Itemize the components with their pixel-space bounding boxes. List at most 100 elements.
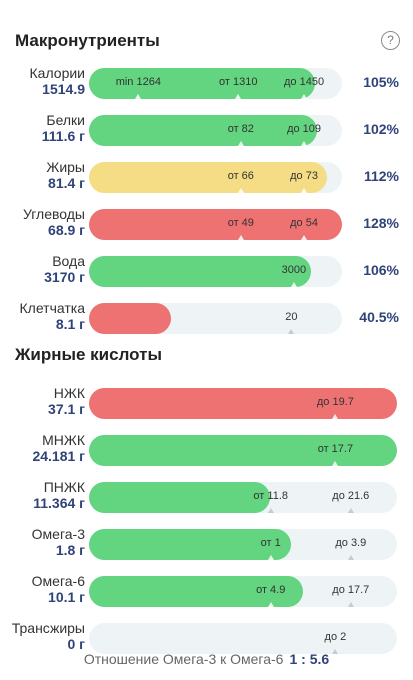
nutrient-row[interactable]: Калории 1514.9 min 1264 от 1310 до 1450 105% <box>0 63 413 103</box>
nutrient-percent: 128% <box>363 215 399 231</box>
nutrient-amount: 0 г <box>67 636 85 652</box>
range-marker-label: от 66 <box>227 170 254 182</box>
nutrient-amount: 111.6 г <box>41 128 85 144</box>
nutrient-row[interactable]: Вода 3170 г 3000 106% <box>0 251 413 291</box>
nutrient-label: Калории 1514.9 <box>30 65 85 98</box>
progress-fill <box>89 68 316 99</box>
nutrient-amount: 37.1 г <box>48 401 85 417</box>
nutrient-name: Углеводы <box>22 206 85 222</box>
nutrient-name: Омега-6 <box>31 573 85 589</box>
marker-tick-icon <box>332 461 339 466</box>
nutrient-name: НЖК <box>53 385 85 401</box>
progress-bar: min 1264 от 1310 до 1450 <box>89 68 342 99</box>
progress-fill <box>89 115 317 146</box>
nutrient-label: Омега-3 1.8 г <box>32 526 85 559</box>
nutrient-percent: 102% <box>363 121 399 137</box>
omega-ratio-footer: Отношение Омега-3 к Омега-6 1 : 5.6 <box>0 651 413 667</box>
nutrient-row[interactable]: Омега-6 10.1 г от 4.9 до 17.7 <box>0 571 413 611</box>
nutrient-name: Вода <box>52 253 85 269</box>
range-marker-label: min 1264 <box>115 76 161 88</box>
progress-bar: от 11.8 до 21.6 <box>89 482 397 513</box>
progress-fill <box>89 529 292 560</box>
progress-bar: от 66 до 73 <box>89 162 342 193</box>
progress-fill <box>89 576 304 607</box>
nutrient-label: Клетчатка 8.1 г <box>20 300 85 333</box>
marker-tick-icon <box>288 329 295 334</box>
fatty-acids-section-title: Жирные кислоты <box>15 345 162 364</box>
marker-tick-icon <box>267 602 274 607</box>
range-marker-label: 20 <box>285 311 298 323</box>
nutrient-amount: 68.9 г <box>48 222 85 238</box>
nutrient-amount: 81.4 г <box>48 175 85 191</box>
range-marker-label: до 54 <box>290 217 318 229</box>
progress-fill <box>89 256 311 287</box>
omega-ratio-value: 1 : 5.6 <box>289 651 330 667</box>
marker-tick-icon <box>267 508 274 513</box>
nutrient-row[interactable]: ПНЖК 11.364 г от 11.8 до 21.6 <box>0 477 413 517</box>
nutrient-amount: 10.1 г <box>48 589 85 605</box>
nutrient-label: Белки 111.6 г <box>42 112 85 145</box>
help-icon[interactable]: ? <box>381 31 400 50</box>
progress-fill <box>89 209 342 240</box>
nutrient-row[interactable]: НЖК 37.1 г до 19.7 <box>0 383 413 423</box>
omega-ratio-label: Отношение Омега-3 к Омега-6 <box>83 651 284 667</box>
nutrient-row[interactable]: Трансжиры 0 г до 2 <box>0 618 413 658</box>
progress-bar: от 82 до 109 <box>89 115 342 146</box>
range-marker-label: до 1450 <box>284 76 325 88</box>
nutrient-name: МНЖК <box>42 432 85 448</box>
progress-fill <box>89 482 270 513</box>
nutrient-name: Трансжиры <box>11 620 85 636</box>
marker-tick-icon <box>267 555 274 560</box>
nutrient-percent: 106% <box>363 262 399 278</box>
marker-tick-icon <box>301 188 308 193</box>
nutrient-label: Вода 3170 г <box>44 253 85 286</box>
nutrient-name: Жиры <box>46 159 85 175</box>
marker-tick-icon <box>347 555 354 560</box>
progress-bar: от 49 до 54 <box>89 209 342 240</box>
marker-tick-icon <box>237 141 244 146</box>
nutrient-row[interactable]: МНЖК 24.181 г от 17.7 <box>0 430 413 470</box>
nutrient-row[interactable]: Белки 111.6 г от 82 до 109 102% <box>0 110 413 150</box>
nutrient-label: ПНЖК 11.364 г <box>33 479 85 512</box>
marker-tick-icon <box>347 602 354 607</box>
nutrient-row[interactable]: Жиры 81.4 г от 66 до 73 112% <box>0 157 413 197</box>
nutrient-label: НЖК 37.1 г <box>48 385 85 418</box>
range-marker-label: от 4.9 <box>256 584 286 596</box>
range-marker-label: до 19.7 <box>316 396 354 408</box>
range-marker-label: от 1 <box>260 537 281 549</box>
macros-section-title: Макронутриенты <box>15 31 160 50</box>
progress-bar: 3000 <box>89 256 342 287</box>
nutrient-name: Клетчатка <box>19 300 85 316</box>
progress-fill <box>89 388 397 419</box>
nutrient-name: Белки <box>46 112 85 128</box>
nutrient-row[interactable]: Углеводы 68.9 г от 49 до 54 128% <box>0 204 413 244</box>
progress-bar: до 19.7 <box>89 388 397 419</box>
nutrient-amount: 1.8 г <box>55 542 85 558</box>
range-marker-label: до 17.7 <box>332 584 370 596</box>
marker-tick-icon <box>237 188 244 193</box>
nutrient-label: Трансжиры 0 г <box>12 620 85 653</box>
range-marker-label: до 21.6 <box>332 490 370 502</box>
range-marker-label: до 3.9 <box>335 537 367 549</box>
progress-fill <box>89 162 327 193</box>
range-marker-label: от 82 <box>227 123 254 135</box>
marker-tick-icon <box>301 141 308 146</box>
nutrient-name: Калории <box>29 65 85 81</box>
nutrient-row[interactable]: Омега-3 1.8 г от 1 до 3.9 <box>0 524 413 564</box>
nutrient-name: Омега-3 <box>31 526 85 542</box>
range-marker-label: до 73 <box>290 170 318 182</box>
nutrient-amount: 3170 г <box>44 269 85 285</box>
range-marker-label: до 109 <box>287 123 322 135</box>
marker-tick-icon <box>347 508 354 513</box>
nutrient-label: Углеводы 68.9 г <box>23 206 85 239</box>
nutrient-amount: 8.1 г <box>55 316 85 332</box>
nutrient-amount: 1514.9 <box>42 81 85 97</box>
marker-tick-icon <box>235 94 242 99</box>
marker-tick-icon <box>332 414 339 419</box>
range-marker-label: от 11.8 <box>253 490 289 502</box>
range-marker-label: 3000 <box>281 264 307 276</box>
nutrient-row[interactable]: Клетчатка 8.1 г 20 40.5% <box>0 298 413 338</box>
progress-bar: от 17.7 <box>89 435 397 466</box>
progress-fill <box>89 435 397 466</box>
nutrient-percent: 112% <box>363 168 399 184</box>
